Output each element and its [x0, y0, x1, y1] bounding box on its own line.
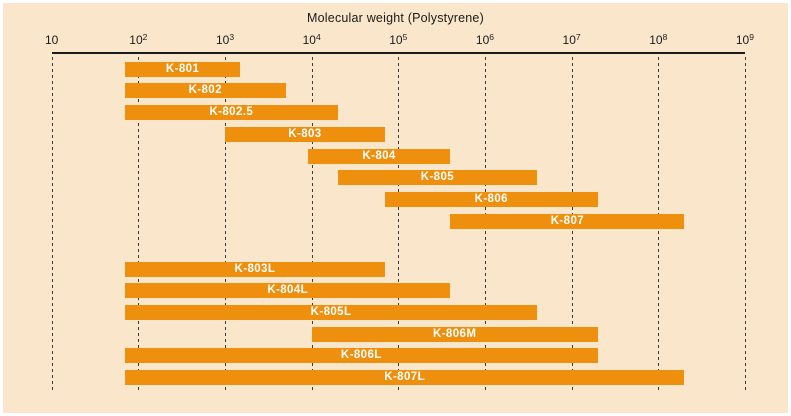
x-axis-line [51, 52, 745, 54]
range-bar-k-806: K-806 [384, 191, 598, 207]
range-bar-k-802: K-802 [124, 83, 286, 99]
bar-label: K-806 [474, 192, 508, 205]
range-bar-k-802-5: K-802.5 [124, 105, 338, 121]
gridline [51, 57, 53, 393]
axis-tick-label: 103 [215, 32, 235, 47]
range-bar-k-807l: K-807L [124, 370, 685, 385]
range-bar-k-805l: K-805L [124, 304, 538, 320]
bar-label: K-806L [340, 349, 382, 362]
axis-tick-label: 105 [389, 32, 408, 47]
range-bar-k-806l: K-806L [124, 348, 598, 364]
x-axis-title: Molecular weight (Polystyrene) [307, 11, 484, 25]
gridline [398, 57, 400, 393]
range-bar-k-807: K-807 [450, 213, 685, 229]
axis-tick-label: 104 [302, 32, 321, 47]
axis-tick-label: 108 [649, 32, 668, 47]
bar-label: K-806M [433, 327, 477, 340]
gridline [138, 57, 140, 393]
range-bar-k-801: K-801 [124, 61, 241, 77]
gridline [225, 57, 226, 393]
gridline [311, 57, 313, 393]
axis-tick-label: 109 [735, 32, 754, 47]
axis-tick-label: 10 [45, 33, 59, 47]
range-bar-k-803l: K-803L [124, 261, 385, 277]
bar-label: K-807L [384, 371, 425, 383]
bar-label: K-802.5 [209, 106, 254, 119]
axis-tick-label: 106 [475, 32, 494, 47]
bar-label: K-807 [550, 214, 585, 227]
bar-label: K-805 [420, 171, 455, 184]
bar-label: K-802 [188, 84, 222, 97]
bar-label: K-801 [165, 62, 200, 75]
bar-label: K-803 [288, 127, 322, 140]
range-bar-k-803: K-803 [225, 126, 385, 142]
range-bar-k-805: K-805 [337, 170, 538, 186]
bar-label: K-804 [362, 149, 396, 162]
axis-tick-label: 102 [129, 32, 148, 47]
axis-tick-label: 107 [562, 32, 581, 47]
bar-label: K-805L [310, 305, 352, 318]
bar-label: K-803L [234, 262, 276, 275]
range-bar-k-806m: K-806M [311, 326, 598, 342]
range-bar-k-804l: K-804L [124, 283, 451, 299]
range-bar-k-804: K-804 [307, 148, 451, 164]
gridline [744, 57, 746, 393]
bar-label: K-804L [267, 284, 309, 297]
